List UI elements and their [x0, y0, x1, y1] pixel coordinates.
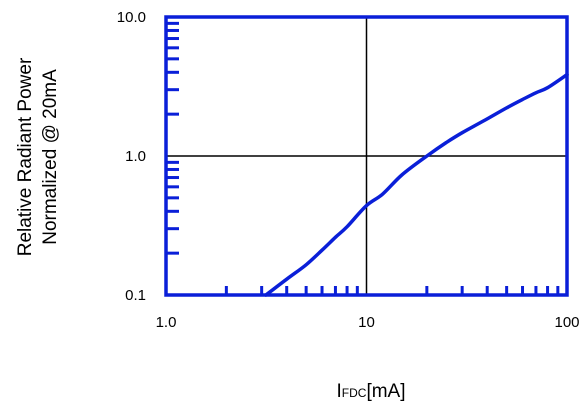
y-axis-title: Relative Radiant Power Normalized @ 20mA: [15, 57, 61, 256]
plot-frame: [164, 15, 569, 297]
x-axis-title-unit: [mA]: [366, 381, 405, 402]
x-axis-title-symbol: I: [336, 381, 341, 402]
x-axis-title-subscript: FDC: [342, 386, 367, 400]
series-line: [264, 72, 569, 297]
x-tick-label: 10: [358, 314, 375, 331]
y-tick-label: 1.0: [125, 148, 146, 165]
y-tick-label: 0.1: [125, 287, 146, 304]
y-axis-title-line-2: Normalized @ 20mA: [40, 69, 61, 245]
x-tick-labels: 1.0 10 100: [156, 314, 580, 331]
minor-ticks: [166, 21, 560, 295]
x-tick-label: 100: [554, 314, 579, 331]
x-axis-title: IFDC[mA]: [336, 381, 405, 402]
y-tick-label: 10.0: [117, 9, 146, 26]
y-tick-labels: 10.0 1.0 0.1: [117, 9, 146, 304]
y-axis-title-line-1: Relative Radiant Power: [15, 57, 36, 256]
x-tick-label: 1.0: [156, 314, 177, 331]
grid-lines: [166, 17, 567, 295]
